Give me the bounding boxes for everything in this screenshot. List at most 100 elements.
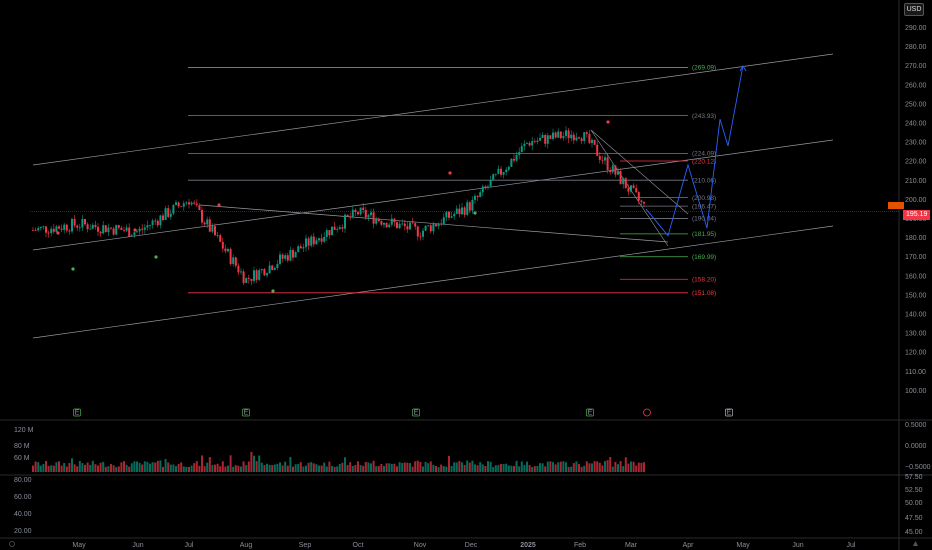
candle	[557, 128, 560, 139]
candle-body	[583, 132, 586, 141]
volume-bar	[268, 464, 271, 472]
candle	[237, 263, 240, 276]
candle	[476, 195, 479, 201]
candle	[312, 232, 315, 247]
candle-body	[149, 225, 151, 226]
volume-bar	[578, 463, 580, 472]
currency-label[interactable]: USD	[904, 3, 924, 16]
candle	[450, 211, 453, 219]
candle-body	[305, 238, 307, 248]
candle-body	[487, 186, 489, 188]
candle-body	[312, 236, 315, 245]
volume-bar	[497, 465, 500, 472]
volume-bar	[474, 464, 476, 472]
candle-body	[279, 254, 281, 264]
candle-body	[162, 215, 164, 220]
candle	[221, 237, 224, 253]
candle	[193, 200, 196, 205]
candle	[281, 253, 284, 263]
volume-bar	[312, 463, 315, 472]
candle-body	[354, 209, 357, 213]
volume-bar	[523, 464, 526, 472]
volume-bar	[341, 462, 344, 472]
volume-bar	[149, 463, 151, 472]
candle-body	[632, 185, 635, 189]
candle	[364, 206, 367, 220]
candle	[409, 222, 411, 230]
earnings-event-marker: E	[242, 408, 250, 417]
candle	[601, 155, 604, 165]
volume-bar	[307, 462, 310, 472]
oscillator-right-tick-label: 45.00	[905, 529, 923, 536]
candle-body	[463, 207, 466, 215]
volume-bar	[138, 462, 141, 472]
candle	[424, 225, 427, 232]
volume-bar	[346, 465, 349, 472]
trend-line-fan-b	[590, 129, 689, 215]
candle-body	[266, 273, 268, 276]
trend-line-fan-a	[590, 129, 669, 247]
volume-bar	[492, 467, 495, 472]
candle	[437, 222, 440, 230]
candle	[263, 267, 266, 276]
volume-bar	[271, 465, 274, 472]
volume-bar	[73, 464, 76, 472]
candle-body	[268, 265, 271, 274]
candle-body	[76, 225, 79, 228]
volume-bar	[531, 467, 534, 472]
price-tick-label: 150.00	[905, 292, 927, 299]
candle	[260, 268, 263, 274]
candle	[78, 223, 81, 232]
candle-body	[333, 226, 336, 230]
volume-bar	[411, 466, 414, 472]
candle-body	[198, 205, 201, 210]
candle	[224, 244, 227, 254]
candle	[112, 226, 115, 236]
signal-dot	[154, 255, 158, 259]
candle	[372, 208, 375, 229]
price-tick-label: 260.00	[905, 82, 927, 89]
volume-bar	[97, 465, 99, 472]
candle-body	[637, 192, 640, 201]
candle	[253, 266, 255, 284]
candle	[609, 167, 612, 175]
candle-body	[458, 208, 461, 215]
time-tick-label: Nov	[414, 542, 427, 549]
candle-body	[224, 248, 227, 252]
candle	[401, 219, 404, 226]
candle-body	[380, 221, 383, 225]
volume-bar	[375, 466, 378, 472]
volume-bar	[281, 465, 284, 472]
candle-body	[429, 225, 432, 232]
volume-bar	[175, 466, 177, 472]
volume-bar	[494, 465, 497, 472]
price-tick-label: 100.00	[905, 388, 927, 395]
candle-body	[328, 230, 331, 236]
volume-bar	[383, 465, 385, 472]
candle-body	[370, 212, 372, 216]
candle	[255, 268, 258, 283]
candle-body	[229, 249, 232, 264]
volume-bar	[247, 461, 250, 472]
candle	[110, 227, 112, 230]
candle-body	[143, 227, 146, 230]
candle	[310, 234, 313, 248]
candle	[294, 250, 297, 258]
volume-bar	[154, 462, 157, 472]
candle-body	[260, 269, 263, 271]
candle-body	[437, 223, 440, 227]
volume-bar	[435, 465, 437, 472]
candle	[552, 128, 554, 141]
volume-bar	[193, 463, 196, 472]
candle-body	[156, 220, 159, 226]
candle-body	[440, 223, 443, 225]
candle-body	[167, 208, 170, 217]
volume-bar	[565, 462, 567, 472]
candle	[567, 128, 570, 143]
candle-body	[609, 169, 612, 173]
candle-body	[453, 213, 456, 217]
volume-bar	[76, 466, 79, 472]
candle-body	[570, 134, 573, 139]
volume-bar	[380, 464, 383, 472]
